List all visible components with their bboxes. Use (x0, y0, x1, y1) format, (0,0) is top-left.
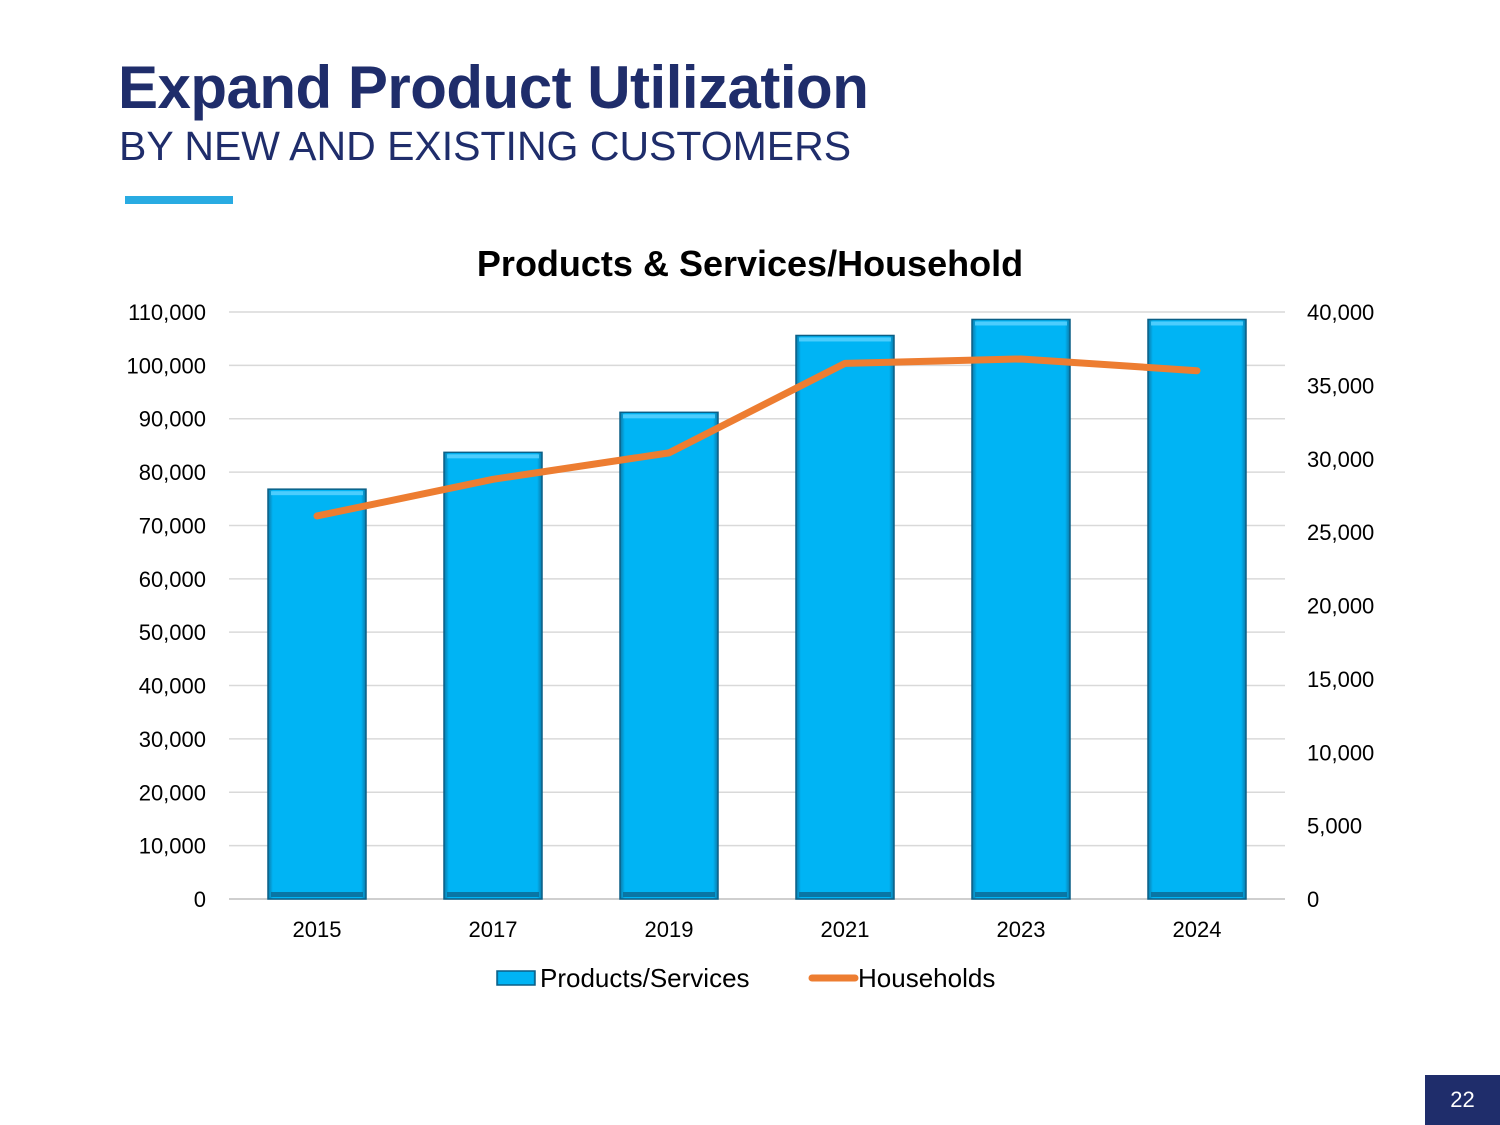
bar-highlight (799, 337, 891, 342)
x-tick-label: 2015 (293, 917, 342, 942)
y-left-tick-label: 90,000 (139, 407, 206, 432)
chart: Products & Services/Household 0 10,000 20,… (126, 243, 1374, 993)
y-left-tick-label: 30,000 (139, 727, 206, 752)
x-tick-label: 2023 (997, 917, 1046, 942)
households-point (668, 452, 670, 454)
y-left-tick-label: 100,000 (126, 353, 206, 378)
bar (267, 488, 367, 900)
y-right-tick-label: 0 (1307, 887, 1319, 912)
bar-base-shade (271, 892, 363, 897)
bar (795, 334, 895, 900)
y-right-tick-label: 25,000 (1307, 520, 1374, 545)
x-tick-label: 2021 (821, 917, 870, 942)
accent-rule (125, 196, 233, 204)
y-left-tick-label: 60,000 (139, 567, 206, 592)
y-left-tick-label: 0 (194, 887, 206, 912)
legend: Products/Services Households (496, 963, 995, 993)
y-right-tick-label: 30,000 (1307, 447, 1374, 472)
x-tick-label: 2019 (645, 917, 694, 942)
bar-highlight (975, 321, 1067, 326)
x-tick-label: 2017 (469, 917, 518, 942)
bar (443, 451, 543, 900)
bar-highlight (1151, 321, 1243, 326)
bar-highlight (447, 454, 539, 459)
bar (619, 411, 719, 900)
line-series (313, 355, 1201, 520)
bars (267, 318, 1247, 900)
slide-subtitle: BY NEW AND EXISTING CUSTOMERS (119, 123, 852, 169)
households-point (492, 478, 494, 480)
y-left-tick-label: 50,000 (139, 620, 206, 645)
bar-base-shade (975, 892, 1067, 897)
households-line (313, 355, 1201, 520)
bar-base-shade (447, 892, 539, 897)
slide-title: Expand Product Utilization (118, 54, 869, 121)
page-number-badge: 22 (1425, 1075, 1500, 1125)
bar-base-shade (799, 892, 891, 897)
y-left-tick-label: 110,000 (128, 300, 206, 325)
legend-label-products: Products/Services (540, 963, 750, 993)
bar-base-shade (623, 892, 715, 897)
y-right-tick-label: 10,000 (1307, 740, 1374, 765)
chart-title: Products & Services/Household (477, 243, 1023, 284)
households-point (1196, 370, 1198, 372)
bar (971, 318, 1071, 900)
bar (1147, 318, 1247, 900)
y-right-tick-label: 5,000 (1307, 814, 1362, 839)
gridlines (229, 311, 1285, 900)
bar-highlight (623, 414, 715, 419)
households-point (844, 362, 846, 364)
legend-swatch-products (496, 970, 536, 986)
y-left-tick-label: 20,000 (139, 780, 206, 805)
households-point (316, 515, 318, 517)
y-left-tick-label: 80,000 (139, 460, 206, 485)
x-tick-label: 2024 (1173, 917, 1222, 942)
legend-label-households: Households (858, 963, 995, 993)
bar-base-shade (1151, 892, 1243, 897)
y-right-tick-label: 35,000 (1307, 373, 1374, 398)
y-left-tick-label: 40,000 (139, 674, 206, 699)
axes: 0 10,000 20,000 30,000 40,000 50,000 60,000 70,… (126, 300, 1374, 942)
y-left-tick-label: 10,000 (139, 834, 206, 859)
y-right-tick-label: 40,000 (1307, 300, 1374, 325)
y-right-tick-label: 15,000 (1307, 667, 1374, 692)
bar-highlight (271, 491, 363, 496)
households-point (1020, 358, 1022, 360)
y-right-tick-label: 20,000 (1307, 594, 1374, 619)
y-left-tick-label: 70,000 (139, 513, 206, 538)
